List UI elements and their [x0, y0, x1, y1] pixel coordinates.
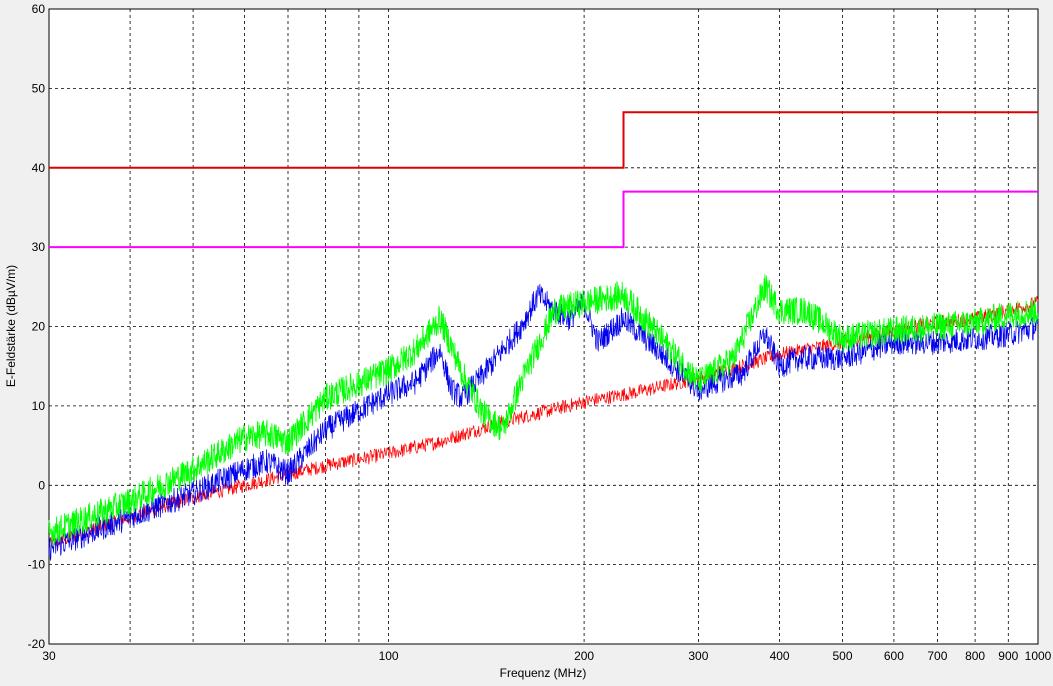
y-tick-label: -20 [28, 637, 46, 651]
x-tick-label: 700 [927, 649, 947, 663]
x-tick-labels: 30 100 200 300 400 500 600 700 800 900 1000 [42, 649, 1051, 663]
y-tick-label: 20 [32, 320, 46, 334]
y-tick-label: 40 [32, 161, 46, 175]
series-limit-1 [49, 111, 1038, 169]
y-tick-label: 10 [32, 399, 46, 413]
series-noise-blue [48, 283, 1039, 561]
y-axis-label: E-Feldstärke (dBµV/m) [4, 265, 18, 387]
x-tick-label: 100 [379, 649, 399, 663]
x-tick-label: 400 [770, 649, 790, 663]
x-tick-label: 300 [688, 649, 708, 663]
series-noise-red [48, 296, 1039, 549]
x-tick-label: 200 [574, 649, 594, 663]
y-tick-label: 50 [32, 81, 46, 95]
y-tick-label: -10 [28, 558, 46, 572]
series-layer [48, 111, 1039, 561]
x-tick-label: 900 [998, 649, 1018, 663]
y-tick-label: 0 [38, 478, 45, 492]
x-tick-label: 500 [832, 649, 852, 663]
x-tick-label: 800 [965, 649, 985, 663]
x-tick-label: 1000 [1025, 649, 1052, 663]
y-tick-label: 30 [32, 240, 46, 254]
x-axis-label: Frequenz (MHz) [500, 666, 587, 680]
series-noise-green [48, 274, 1039, 546]
x-tick-label: 30 [42, 649, 56, 663]
series-limit-2 [49, 190, 1038, 249]
x-tick-label: 600 [884, 649, 904, 663]
y-tick-label: 60 [32, 2, 46, 16]
y-tick-labels: -20 -10 0 10 20 30 40 50 60 [28, 2, 46, 651]
